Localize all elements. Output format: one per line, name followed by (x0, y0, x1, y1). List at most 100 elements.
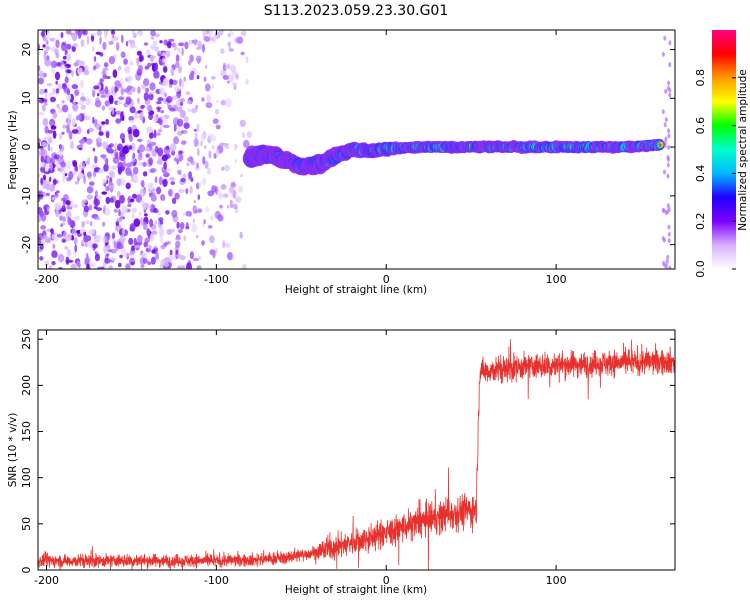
heatmap-speckle-cell (150, 110, 154, 114)
heatmap-speckle-cell (146, 228, 150, 236)
heatmap-speckle-cell (224, 164, 230, 172)
heatmap-speckle-cell (196, 265, 202, 269)
heatmap-speckle-cell (196, 162, 199, 169)
heatmap-speckle-cell (201, 240, 205, 246)
heatmap-speckle-cell (231, 81, 238, 86)
colorbar-tick-label: 0.6 (694, 117, 707, 135)
heatmap-speckle-cell (77, 31, 82, 39)
heatmap-speckle-cell (65, 53, 72, 62)
heatmap-speckle-cell (97, 266, 104, 269)
heatmap-speckle-cell (61, 131, 65, 135)
heatmap-y-tick-label: 10 (20, 91, 33, 105)
heatmap-speckle-cell (177, 118, 184, 127)
heatmap-speckle-cell (84, 65, 89, 73)
heatmap-speckle-cell (208, 150, 212, 159)
heatmap-speckle-cell (160, 110, 165, 114)
heatmap-speckle-cell (57, 83, 63, 90)
heatmap-speckle-cell (177, 49, 183, 54)
heatmap-speckle-cell (108, 182, 113, 186)
heatmap-speckle-cell (204, 160, 209, 169)
heatmap-speckle-cell (207, 190, 215, 197)
heatmap-speckle-cell (178, 188, 185, 193)
heatmap-speckle-cell (144, 237, 150, 243)
heatmap-speckle-cell (154, 62, 158, 72)
heatmap-speckle-cell (62, 124, 67, 129)
heatmap-speckle-cell (149, 232, 154, 242)
heatmap-speckle-cell (165, 145, 170, 150)
heatmap-speckle-cell (197, 208, 203, 214)
heatmap-speckle-cell (163, 161, 167, 171)
heatmap-speckle-cell (121, 205, 128, 214)
heatmap-speckle-cell (91, 45, 95, 53)
heatmap-speckle-cell (92, 243, 98, 249)
heatmap-speckle-cell (192, 257, 200, 262)
heatmap-speckle-cell (159, 220, 164, 225)
heatmap-speckle-cell (74, 244, 77, 253)
heatmap-speckle-cell (203, 36, 211, 42)
heatmap-speckle-cell (79, 79, 85, 89)
heatmap-speckle-cell (118, 166, 125, 172)
heatmap-speckle-cell (44, 92, 48, 100)
heatmap-speckle-cell (130, 261, 135, 266)
heatmap-speckle-cell (128, 237, 134, 245)
heatmap-speckle-cell (103, 154, 106, 162)
heatmap-speckle-cell (110, 30, 116, 35)
heatmap-speckle-cell (41, 141, 48, 148)
heatmap-speckle-cell (163, 257, 171, 263)
heatmap-speckle-cell (72, 228, 77, 237)
heatmap-speckle-cell (121, 111, 124, 118)
heatmap-speckle-cell (222, 75, 229, 80)
heatmap-speckle-cell (131, 213, 135, 219)
heatmap-speckle-cell (47, 143, 51, 152)
heatmap-speckle-cell (152, 40, 158, 46)
heatmap-speckle-cell (183, 129, 188, 134)
heatmap-speckle-cell (134, 111, 138, 115)
heatmap-speckle-cell (158, 217, 164, 222)
heatmap-speckle-cell (245, 78, 249, 85)
heatmap-speckle-cell (68, 130, 73, 140)
heatmap-speckle-cell (160, 194, 166, 201)
heatmap-speckle-cell (61, 100, 65, 104)
heatmap-speckle-cell (110, 257, 117, 262)
heatmap-speckle-cell (87, 156, 90, 166)
heatmap-speckle-cell (212, 249, 216, 259)
snr-y-tick-label: 100 (20, 467, 33, 488)
heatmap-speckle-cell (162, 124, 170, 129)
heatmap-speckle-cell (119, 234, 126, 244)
heatmap-speckle-cell (69, 140, 75, 150)
heatmap-speckle-cell (188, 39, 192, 45)
heatmap-speckle-cell (61, 205, 66, 213)
heatmap-speckle-cell (180, 177, 186, 183)
heatmap-speckle-cell (51, 250, 58, 258)
heatmap-speckle-cell (43, 136, 49, 141)
heatmap-speckle-cell (47, 129, 54, 134)
heatmap-speckle-cell (63, 87, 70, 94)
heatmap-speckle-cell (98, 131, 104, 136)
heatmap-speckle-cell (102, 67, 109, 71)
heatmap-speckle-cell (65, 256, 70, 265)
heatmap-speckle-cell (211, 83, 215, 89)
heatmap-speckle-cell (79, 143, 84, 149)
snr-y-tick-label: 0 (20, 567, 33, 574)
heatmap-speckle-cell (52, 87, 56, 95)
heatmap-speckle-cell (192, 218, 196, 224)
heatmap-speckle-cell (109, 143, 114, 148)
heatmap-speckle-cell (241, 263, 247, 269)
heatmap-speckle-cell (69, 218, 72, 227)
heatmap-speckle-cell (194, 132, 198, 140)
heatmap-speckle-cell (181, 47, 184, 56)
heatmap-speckle-cell (666, 155, 670, 160)
heatmap-speckle-cell (88, 127, 94, 133)
heatmap-speckle-cell (187, 108, 191, 113)
heatmap-speckle-cell (102, 41, 107, 51)
heatmap-speckle-cell (51, 196, 55, 201)
heatmap-speckle-cell (113, 208, 119, 213)
heatmap-speckle-cell (214, 108, 220, 115)
heatmap-speckle-cell (102, 141, 109, 150)
heatmap-speckle-cell (193, 38, 198, 46)
heatmap-speckle-cell (59, 215, 63, 221)
heatmap-speckle-cell (115, 118, 122, 124)
heatmap-speckle-cell (189, 54, 194, 63)
heatmap-speckle-cell (46, 228, 51, 232)
heatmap-speckle-cell (138, 161, 144, 166)
